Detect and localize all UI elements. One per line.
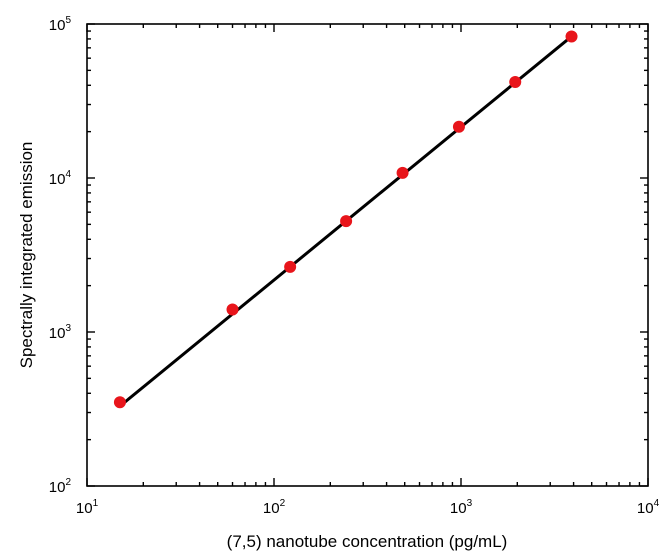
data-point xyxy=(284,260,297,273)
x-tick-label: 102 xyxy=(263,498,286,517)
y-tick-label: 103 xyxy=(49,323,72,342)
x-tick-label: 103 xyxy=(450,498,473,517)
y-tick-label: 102 xyxy=(49,477,72,496)
data-point xyxy=(340,215,353,228)
x-tick-labels: 101 102 103 104 xyxy=(76,498,660,517)
data-point xyxy=(113,396,126,409)
y-axis-title: Spectrally integrated emission xyxy=(17,142,36,369)
data-point xyxy=(396,166,409,179)
series-layer xyxy=(113,30,578,409)
x-axis-title: (7,5) nanotube concentration (pg/mL) xyxy=(227,532,508,551)
ticks xyxy=(86,23,649,487)
data-point xyxy=(509,76,522,89)
y-tick-label: 105 xyxy=(49,15,72,34)
plot-frame xyxy=(86,23,649,487)
y-tick-label: 104 xyxy=(49,169,72,188)
data-point xyxy=(452,120,465,133)
data-point xyxy=(565,30,578,43)
y-tick-labels: 102 103 104 105 xyxy=(49,15,72,496)
x-tick-label: 104 xyxy=(637,498,660,517)
x-tick-label: 101 xyxy=(76,498,99,517)
data-point xyxy=(226,303,239,316)
